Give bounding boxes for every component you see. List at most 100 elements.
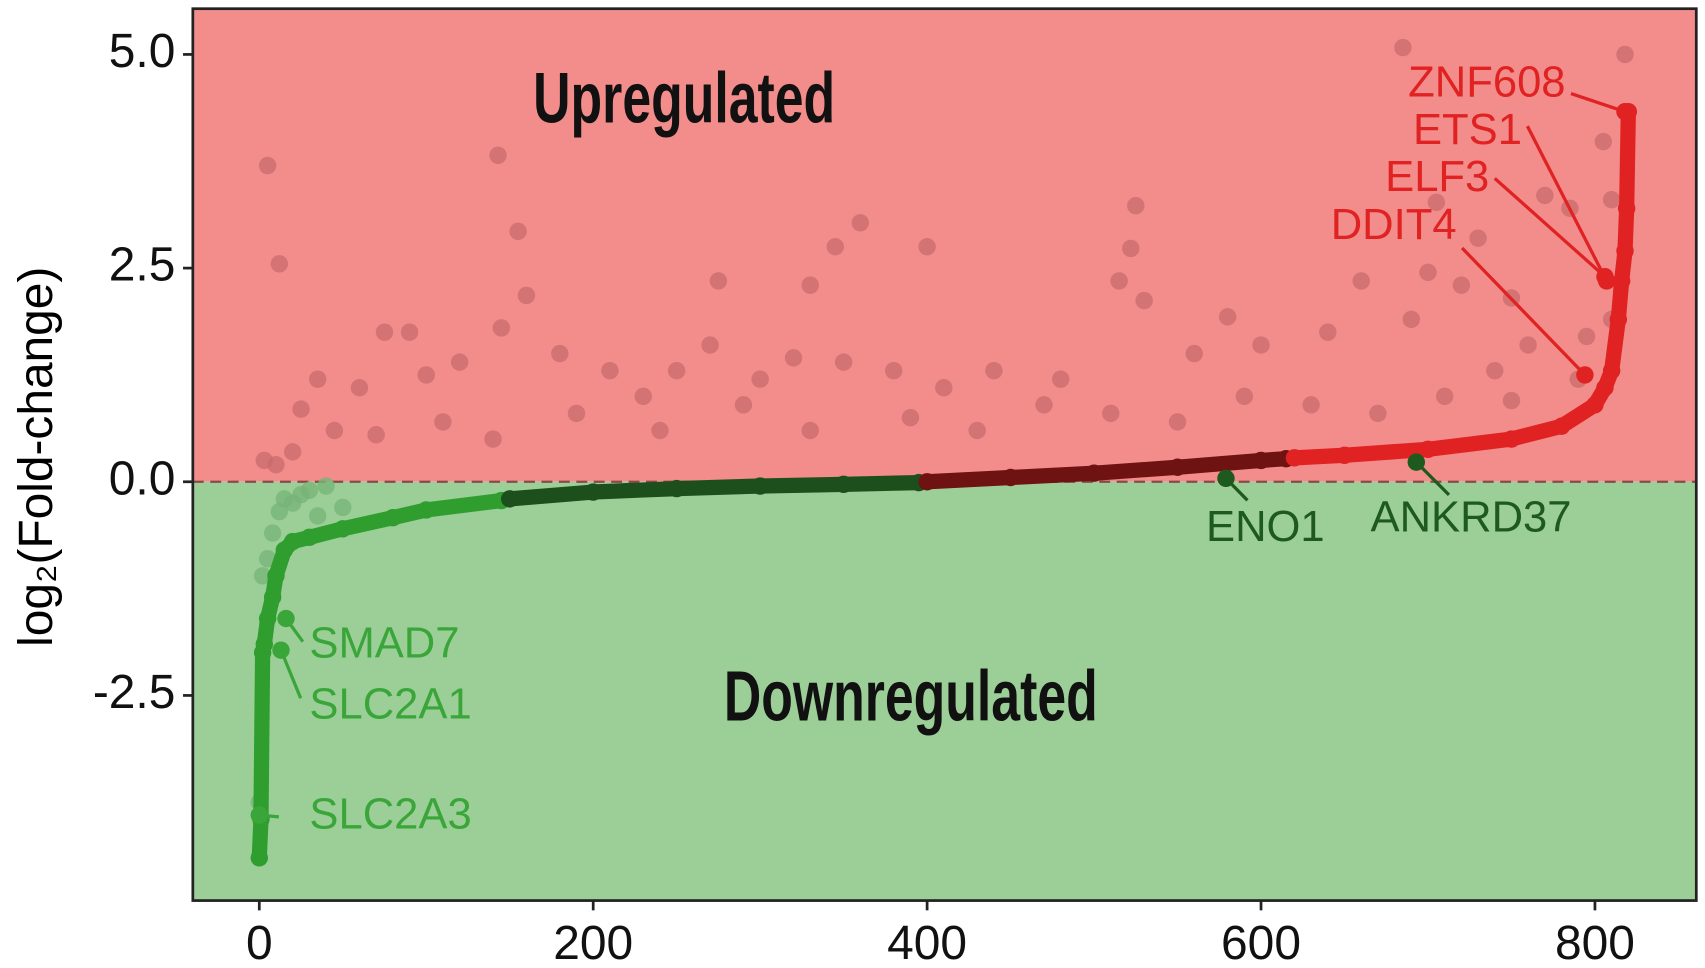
point: [317, 477, 335, 495]
point: [667, 361, 686, 380]
point: [1435, 387, 1454, 406]
point: [334, 520, 352, 538]
point: [400, 323, 419, 341]
point: [1502, 430, 1521, 448]
curve: [502, 475, 927, 507]
highlight-point: [1596, 267, 1614, 286]
point: [263, 524, 282, 542]
point: [801, 421, 819, 440]
point: [1427, 193, 1446, 211]
point: [250, 849, 268, 867]
point: [501, 490, 519, 508]
point: [1302, 396, 1320, 414]
highlight-point: [1576, 366, 1594, 384]
point: [584, 483, 602, 501]
point: [292, 400, 310, 418]
point: [1617, 199, 1636, 217]
point: [1502, 391, 1521, 410]
point: [1616, 45, 1634, 64]
leader-line: [1460, 246, 1587, 377]
point: [1285, 449, 1304, 467]
point: [1335, 446, 1354, 464]
point: [1486, 361, 1504, 380]
annotation-label: SLC2A1: [309, 680, 471, 728]
leader-line: [1493, 177, 1607, 278]
point: [1319, 323, 1337, 341]
x-tick-label: 800: [1555, 917, 1635, 968]
point: [751, 370, 769, 388]
point: [450, 353, 469, 371]
point: [834, 475, 853, 494]
point: [826, 238, 845, 256]
point: [300, 481, 319, 500]
point: [417, 366, 435, 384]
point: [1602, 361, 1621, 380]
point: [1596, 379, 1614, 397]
point: [1235, 387, 1254, 406]
leader-line: [1570, 91, 1626, 114]
point: [901, 408, 920, 427]
point: [509, 222, 527, 241]
point: [1419, 263, 1437, 282]
region-label: Downregulated: [724, 656, 1098, 736]
point: [255, 635, 274, 653]
point: [484, 430, 502, 448]
point: [701, 336, 719, 354]
point: [1552, 417, 1571, 435]
highlight-point: [250, 806, 268, 824]
region-label: Upregulated: [533, 58, 835, 138]
point: [258, 609, 277, 628]
point: [1519, 336, 1537, 354]
point: [300, 528, 319, 547]
point: [1536, 186, 1554, 205]
point: [1609, 310, 1628, 329]
point: [551, 344, 569, 363]
point: [1185, 344, 1203, 363]
point: [1419, 440, 1437, 458]
point: [834, 353, 853, 371]
leader-line: [1525, 125, 1609, 282]
y-axis-label: log₂(Fold-change): [10, 267, 63, 647]
y-tick-label: 5.0: [109, 25, 176, 78]
x-tick-label: 400: [887, 917, 967, 968]
y-tick-label: 2.5: [109, 239, 176, 292]
point: [667, 479, 686, 498]
x-tick-label: 600: [1221, 917, 1301, 968]
point: [334, 498, 352, 517]
highlight-point: [277, 609, 295, 628]
point: [1469, 229, 1487, 247]
annotation-label: ZNF608: [1408, 58, 1565, 106]
point: [1122, 239, 1140, 258]
highlight-point: [1616, 102, 1634, 121]
plot-frame: [191, 7, 1698, 902]
annotation-label: ENO1: [1206, 503, 1325, 551]
point: [1110, 272, 1128, 290]
point: [434, 413, 452, 431]
point: [1602, 191, 1621, 209]
point: [309, 507, 327, 525]
point: [1369, 404, 1387, 423]
point: [1001, 468, 1020, 487]
point: [1352, 272, 1370, 290]
point: [784, 349, 803, 367]
point: [1452, 276, 1471, 294]
point: [1394, 38, 1412, 57]
x-tick-label: 0: [246, 917, 273, 968]
point: [367, 426, 385, 444]
point: [1135, 291, 1153, 310]
point: [1616, 242, 1634, 260]
point: [325, 421, 344, 440]
point: [1402, 310, 1421, 329]
point: [985, 361, 1003, 380]
annotation-label: ELF3: [1385, 153, 1489, 201]
highlight-point: [1407, 453, 1426, 471]
region: [192, 481, 1697, 901]
point: [1252, 451, 1270, 470]
point: [634, 387, 653, 406]
point: [309, 370, 327, 388]
point: [1612, 272, 1631, 290]
point: [258, 549, 277, 568]
point: [1051, 370, 1070, 388]
